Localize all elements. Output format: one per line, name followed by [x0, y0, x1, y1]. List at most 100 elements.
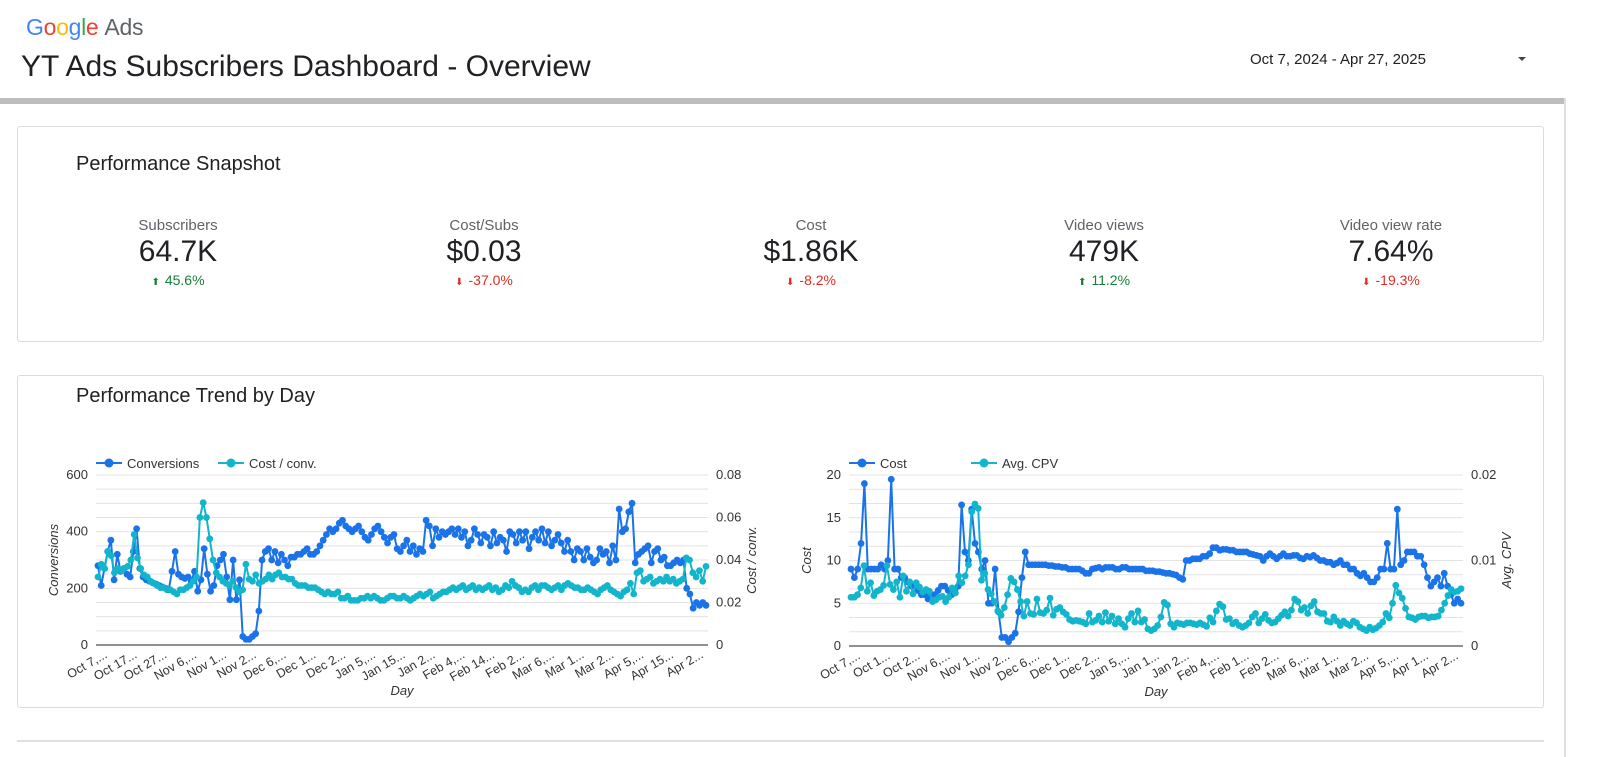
data-point: [316, 542, 324, 550]
data-point: [557, 539, 565, 547]
data-point: [1115, 615, 1122, 623]
arrow-up-icon: ⬆: [151, 277, 160, 288]
logo-letter: e: [85, 14, 99, 40]
data-point: [622, 525, 629, 533]
data-point: [623, 586, 631, 594]
y2-axis-title: Avg. CPV: [1499, 531, 1514, 589]
kpi-label: Cost/Subs: [449, 217, 519, 234]
data-point: [126, 573, 134, 581]
data-point: [630, 590, 638, 598]
data-point: [1225, 615, 1233, 623]
data-point: [1011, 629, 1019, 637]
kpi-value: $0.03: [446, 235, 522, 268]
data-point: [137, 565, 145, 572]
logo-letter: o: [56, 14, 69, 40]
data-point: [627, 579, 634, 587]
data-point: [171, 548, 179, 555]
data-point: [377, 528, 385, 536]
trend-title: Performance Trend by Day: [76, 385, 315, 407]
kpi-delta-value: -19.3%: [1375, 272, 1420, 288]
data-point: [554, 531, 562, 538]
data-point: [429, 542, 436, 550]
data-point: [660, 553, 668, 561]
data-point: [409, 542, 417, 550]
data-point: [509, 531, 517, 538]
data-point: [490, 528, 498, 536]
data-point: [1111, 620, 1119, 628]
data-point: [1033, 595, 1041, 603]
data-point: [1252, 610, 1259, 617]
data-point: [236, 576, 243, 584]
legend-label: Cost / conv.: [249, 456, 317, 471]
kpi-delta-value: 45.6%: [164, 272, 205, 288]
data-point: [220, 550, 227, 558]
data-point: [1000, 604, 1008, 611]
kpi-label: Video views: [1064, 217, 1144, 234]
date-range-picker[interactable]: Oct 7, 2024 - Apr 27, 2025: [1250, 46, 1530, 74]
kpi-delta: ⬆ 11.2%: [1004, 272, 1204, 288]
data-point: [593, 556, 601, 564]
data-point: [255, 607, 263, 615]
data-point: [686, 556, 693, 564]
logo-letter: o: [43, 14, 57, 40]
y-tick-label: 15: [827, 510, 841, 525]
data-point: [894, 565, 902, 573]
logo-ads: Ads: [104, 14, 144, 40]
data-point: [1301, 604, 1308, 611]
data-point: [203, 514, 210, 521]
data-point: [948, 584, 956, 592]
data-point: [1062, 610, 1070, 618]
data-point: [1082, 620, 1090, 628]
data-point: [896, 593, 904, 601]
data-point: [396, 548, 404, 555]
y2-axis-title: Cost / conv.: [744, 526, 759, 594]
series-line-2: [851, 502, 1462, 632]
data-point: [1327, 618, 1334, 626]
data-point: [1021, 548, 1029, 556]
data-point: [1398, 594, 1406, 602]
data-point: [580, 556, 588, 564]
data-point: [646, 573, 654, 581]
y-axis-title: Cost: [799, 546, 814, 574]
data-point: [380, 533, 388, 541]
date-range-label: Oct 7, 2024 - Apr 27, 2025: [1250, 51, 1426, 68]
logo-google: Google: [26, 14, 99, 40]
data-point: [364, 536, 372, 544]
data-point: [906, 578, 914, 586]
kpi-delta: ⬆ 45.6%: [78, 272, 278, 288]
data-point: [332, 525, 340, 533]
data-point: [857, 540, 865, 547]
data-point: [628, 499, 636, 507]
data-point: [206, 535, 214, 543]
data-point: [1457, 585, 1465, 593]
arrow-down-icon: ⬇: [455, 277, 464, 288]
data-point: [1400, 557, 1408, 564]
data-point: [860, 562, 868, 570]
data-point: [516, 528, 523, 536]
legend-label: Cost: [880, 456, 907, 471]
data-point: [528, 533, 536, 541]
y-tick-label: 10: [827, 553, 841, 568]
data-point: [493, 539, 501, 547]
data-point: [991, 598, 998, 605]
bottom-divider: [17, 740, 1544, 742]
data-point: [454, 525, 462, 533]
data-point: [925, 587, 933, 595]
data-point: [470, 525, 478, 533]
dropdown-arrow-icon: [1518, 57, 1526, 61]
data-point: [422, 516, 430, 524]
data-point: [1212, 607, 1220, 615]
data-point: [689, 604, 697, 612]
performance-snapshot-card: Performance Snapshot Subscribers 64.7K ⬆…: [17, 126, 1544, 342]
data-point: [1013, 586, 1021, 593]
data-point: [474, 531, 481, 538]
data-point: [368, 531, 375, 538]
data-point: [1393, 505, 1401, 513]
data-point: [971, 540, 979, 547]
data-point: [339, 516, 346, 524]
data-point: [631, 559, 639, 567]
data-point: [519, 536, 527, 544]
kpi-value: 479K: [1068, 235, 1140, 268]
data-point: [899, 572, 907, 580]
kpi-label: Subscribers: [138, 217, 218, 234]
